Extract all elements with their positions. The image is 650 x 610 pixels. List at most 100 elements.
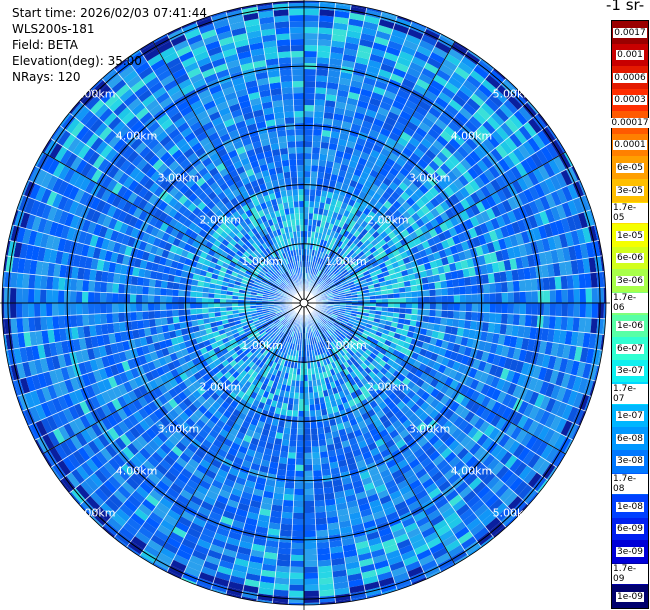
range-gate-cell — [517, 400, 529, 415]
range-gate-cell — [340, 126, 351, 135]
range-gate-cell — [513, 480, 528, 496]
range-gate-cell — [337, 335, 345, 342]
range-gate-cell — [475, 392, 486, 405]
range-gate-cell — [394, 141, 406, 152]
range-gate-cell — [429, 398, 440, 409]
range-gate-cell — [489, 521, 505, 537]
range-gate-cell — [478, 172, 491, 186]
range-gate-cell — [429, 303, 436, 310]
range-gate-cell — [307, 237, 311, 244]
range-gate-cell — [460, 198, 471, 210]
range-gate-cell — [304, 152, 312, 160]
range-gate-cell — [516, 503, 529, 517]
range-gate-cell — [330, 198, 338, 206]
range-gate-cell — [334, 261, 341, 268]
range-gate-cell — [485, 386, 496, 399]
range-gate-cell — [314, 283, 320, 289]
range-gate-cell — [439, 463, 453, 476]
range-gate-cell — [410, 403, 420, 414]
range-gate-cell — [462, 170, 474, 184]
range-gate-cell — [339, 349, 346, 357]
range-gate-cell — [481, 437, 494, 451]
range-gate-cell — [341, 320, 348, 325]
range-gate-cell — [439, 163, 452, 175]
range-gate-cell — [469, 320, 477, 331]
range-gate-cell — [317, 277, 322, 284]
range-gate-cell — [444, 219, 454, 230]
range-gate-cell — [399, 167, 410, 178]
range-gate-cell — [339, 242, 347, 250]
range-gate-cell — [274, 577, 290, 585]
range-gate-cell — [438, 249, 447, 259]
range-gate-cell — [441, 256, 449, 266]
range-gate-cell — [375, 112, 387, 123]
range-gate-cell — [392, 67, 407, 79]
range-gate-cell — [454, 335, 463, 345]
range-gate-cell — [353, 168, 363, 177]
range-gate-cell — [484, 374, 495, 386]
range-gate-cell — [517, 191, 529, 206]
range-gate-cell — [534, 393, 545, 408]
range-gate-cell — [561, 289, 568, 303]
range-gate-cell — [377, 24, 393, 35]
range-gate-cell — [407, 28, 424, 40]
range-gate-cell — [425, 329, 434, 338]
range-gate-cell — [453, 415, 465, 428]
range-gate-cell — [447, 295, 455, 303]
range-gate-cell — [416, 421, 427, 433]
range-gate-cell — [459, 311, 466, 320]
range-gate-cell — [527, 171, 540, 186]
range-gate-cell — [337, 138, 348, 147]
range-gate-cell — [341, 121, 353, 130]
range-gate-cell — [373, 264, 381, 272]
range-gate-cell — [394, 533, 409, 544]
range-gate-cell — [440, 280, 448, 289]
range-gate-cell — [324, 288, 331, 293]
range-gate-cell — [350, 80, 363, 89]
range-gate-cell — [106, 303, 113, 314]
range-gate-cell — [570, 331, 579, 347]
range-gate-cell — [304, 410, 310, 417]
range-gate-cell — [304, 183, 311, 190]
range-gate-cell — [578, 410, 586, 426]
range-gate-cell — [331, 355, 337, 362]
range-gate-cell — [448, 455, 461, 468]
range-gate-cell — [411, 463, 424, 475]
range-gate-cell — [355, 341, 363, 349]
range-gate-cell — [315, 69, 329, 77]
range-gate-cell — [333, 293, 340, 297]
range-gate-cell — [435, 204, 445, 215]
range-gate-cell — [362, 431, 373, 440]
range-gate-cell — [421, 321, 429, 330]
range-gate-cell — [555, 219, 565, 235]
range-gate-cell — [349, 286, 357, 291]
range-gate-cell — [387, 303, 395, 308]
range-gate-cell — [420, 169, 432, 180]
range-gate-cell — [338, 325, 345, 332]
range-gate-cell — [427, 84, 442, 97]
range-gate-cell — [462, 79, 478, 94]
range-gate-cell — [335, 2, 352, 7]
range-gate-cell — [528, 391, 540, 406]
range-gate-cell — [349, 227, 357, 235]
range-gate-cell — [375, 303, 383, 308]
range-gate-cell — [374, 158, 385, 168]
range-gate-cell — [585, 241, 595, 258]
range-gate-cell — [413, 251, 422, 260]
range-gate-cell — [287, 452, 297, 459]
range-gate-cell — [381, 303, 389, 308]
range-gate-cell — [387, 484, 400, 495]
range-gate-cell — [414, 188, 425, 199]
range-gate-cell — [363, 180, 373, 189]
range-gate-cell — [368, 467, 380, 477]
range-gate-cell — [477, 254, 486, 266]
range-gate-cell — [398, 50, 414, 62]
range-gate-cell — [332, 28, 348, 37]
range-gate-cell — [289, 566, 304, 573]
range-gate-cell — [345, 103, 357, 112]
range-gate-cell — [443, 468, 457, 481]
range-gate-cell — [304, 117, 314, 124]
range-gate-cell — [315, 517, 328, 525]
range-gate-cell — [433, 323, 441, 332]
range-gate-cell — [437, 416, 449, 428]
